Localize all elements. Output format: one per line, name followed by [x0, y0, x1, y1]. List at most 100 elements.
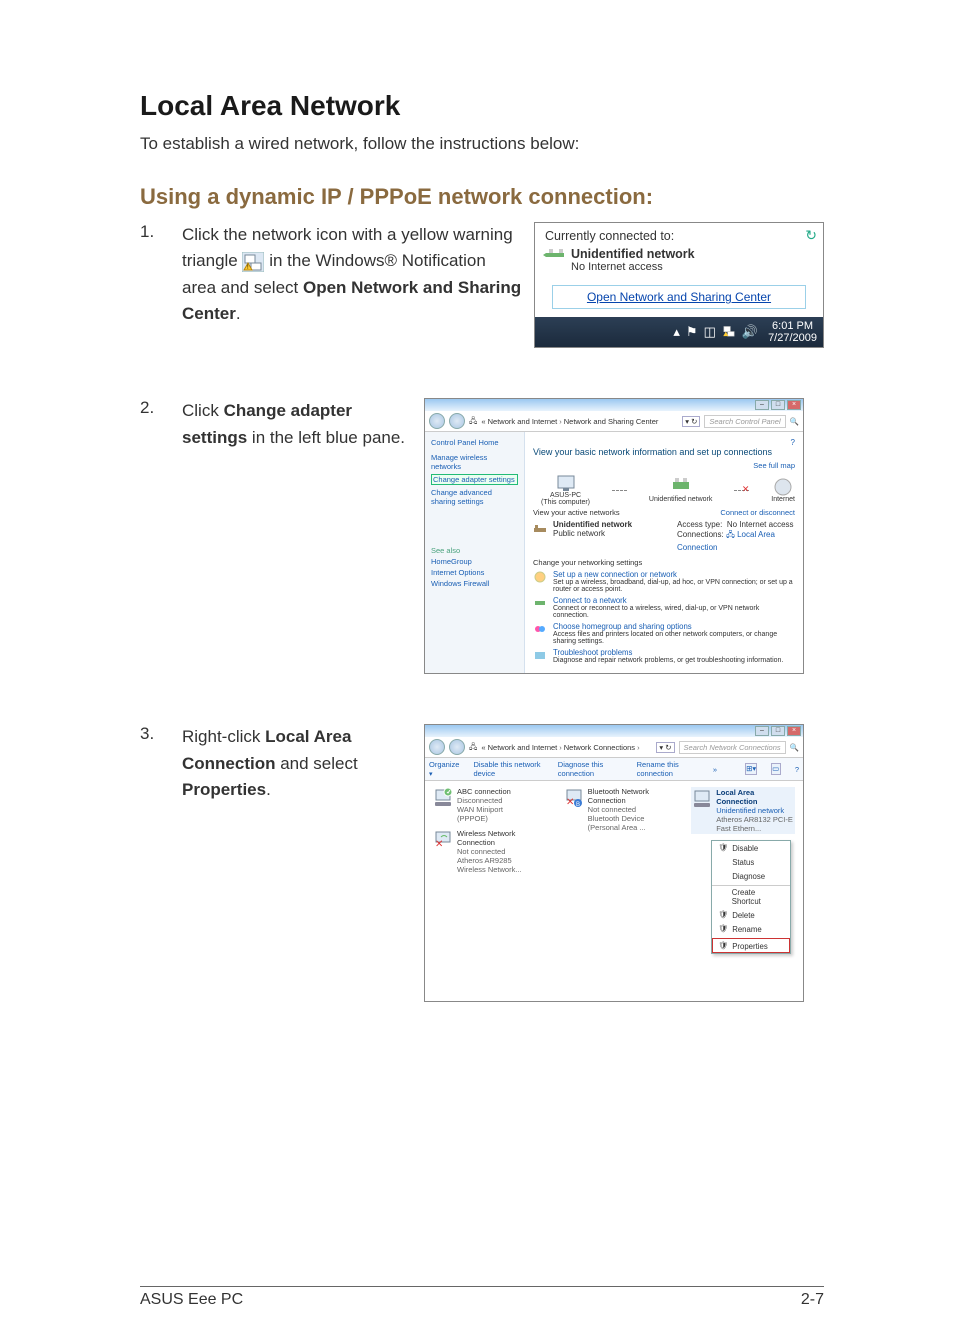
sidebar-item-windows-firewall[interactable]: Windows Firewall	[431, 579, 518, 588]
forward-button[interactable]	[449, 739, 465, 755]
change-settings-label: Change your networking settings	[533, 558, 795, 567]
wizard-icon	[533, 570, 547, 584]
rename-button[interactable]: Rename this connection	[637, 760, 699, 778]
search-input[interactable]: Search Control Panel	[704, 415, 785, 428]
step-1: 1. Click the network icon with a yellow …	[140, 222, 824, 348]
network-connections-window: – □ × 🖧 « Network and InternetNetwork Co…	[424, 724, 804, 1002]
control-panel-home[interactable]: Control Panel Home	[431, 438, 518, 447]
network-sharing-window: – □ × 🖧 « Network and InternetNetwork an…	[424, 398, 804, 674]
help-icon[interactable]: ?	[533, 438, 795, 447]
popup-network-item[interactable]: Unidentified network No Internet access	[535, 245, 823, 281]
bold-text: Properties	[182, 780, 266, 799]
breadcrumb-icon: 🖧	[469, 741, 477, 754]
step-number: 1.	[140, 222, 170, 242]
context-menu: 🛡Disable Status Diagnose Create Shortcut…	[711, 840, 791, 954]
menu-create-shortcut[interactable]: Create Shortcut	[712, 885, 790, 908]
sidebar-item-internet-options[interactable]: Internet Options	[431, 568, 518, 577]
connection-wireless[interactable]: ✕ Wireless Network ConnectionNot connect…	[433, 829, 534, 874]
search-icon[interactable]: 🔍	[790, 417, 799, 426]
svg-text:B: B	[576, 802, 580, 808]
refresh-button[interactable]: ▾ ↻	[656, 742, 674, 753]
text-part: and select	[276, 754, 358, 773]
breadcrumb-icon: 🖧	[469, 415, 477, 428]
connection-bluetooth[interactable]: ✕B Bluetooth Network ConnectionNot conne…	[564, 787, 662, 832]
diagnose-button[interactable]: Diagnose this connection	[558, 760, 623, 778]
wireless-icon: ✕	[433, 829, 453, 851]
flag-icon[interactable]: ⚑	[686, 324, 698, 341]
see-full-map-link[interactable]: See full map	[533, 461, 795, 470]
action-center-icon[interactable]: ◫	[704, 324, 716, 341]
pane-heading: View your basic network information and …	[533, 447, 795, 457]
back-button[interactable]	[429, 413, 445, 429]
network-icon	[543, 245, 565, 267]
map-node-internet[interactable]: Internet	[771, 478, 795, 503]
connection-local-area[interactable]: Local Area ConnectionUnidentified networ…	[691, 787, 795, 834]
connection-abc[interactable]: ABC connectionDisconnectedWAN Miniport (…	[433, 787, 534, 823]
help-icon[interactable]: ?	[795, 765, 799, 774]
connect-icon	[533, 596, 547, 610]
breadcrumb[interactable]: « Network and InternetNetwork Connection…	[481, 743, 652, 752]
menu-diagnose[interactable]: Diagnose	[712, 869, 790, 883]
shield-icon: 🛡	[718, 924, 728, 934]
organize-button[interactable]: Organize	[429, 760, 459, 778]
window-titlebar[interactable]: – □ ×	[425, 399, 803, 411]
map-node-pc[interactable]: ASUS-PC (This computer)	[541, 474, 590, 506]
sidebar-item-wireless[interactable]: Manage wireless networks	[431, 453, 518, 471]
forward-button[interactable]	[449, 413, 465, 429]
connect-network-link[interactable]: Connect to a networkConnect or reconnect…	[533, 596, 795, 619]
volume-icon[interactable]: 🔊	[742, 324, 758, 341]
network-warning-icon: !	[242, 252, 264, 272]
preview-button[interactable]: ▭	[771, 763, 781, 775]
chevron-up-icon[interactable]: ▴	[673, 324, 680, 341]
homegroup-icon	[533, 622, 547, 636]
network-sub: Public network	[553, 529, 671, 538]
view-button[interactable]: ⊞▾	[745, 763, 757, 775]
step-text: Right-click Local Area Connection and se…	[182, 724, 412, 803]
refresh-icon[interactable]: ↻	[805, 227, 817, 244]
menu-properties[interactable]: 🛡Properties	[712, 938, 790, 953]
setup-connection-link[interactable]: Set up a new connection or networkSet up…	[533, 570, 795, 593]
menu-status[interactable]: Status	[712, 855, 790, 869]
refresh-button[interactable]: ▾ ↻	[682, 416, 700, 427]
network-tray-icon[interactable]	[722, 324, 736, 341]
network-title: Unidentified network	[553, 520, 671, 529]
menu-rename[interactable]: 🛡Rename	[712, 922, 790, 936]
map-link	[612, 490, 627, 491]
breadcrumb[interactable]: « Network and InternetNetwork and Sharin…	[481, 417, 678, 426]
minimize-button[interactable]: –	[755, 400, 769, 410]
minimize-button[interactable]: –	[755, 726, 769, 736]
back-button[interactable]	[429, 739, 445, 755]
active-networks-label: View your active networks	[533, 508, 620, 517]
sidebar-item-adapter-settings[interactable]: Change adapter settings	[431, 474, 518, 485]
clock-date: 7/27/2009	[768, 332, 817, 344]
sidebar-item-homegroup[interactable]: HomeGroup	[431, 557, 518, 566]
close-button[interactable]: ×	[787, 400, 801, 410]
map-node-network[interactable]: Unidentified network	[649, 478, 712, 503]
address-bar[interactable]: 🖧 « Network and InternetNetwork and Shar…	[425, 411, 803, 432]
maximize-button[interactable]: □	[771, 726, 785, 736]
toolbar: Organize Disable this network device Dia…	[425, 758, 803, 781]
sidebar-item-advanced-sharing[interactable]: Change advanced sharing settings	[431, 488, 518, 506]
troubleshoot-link[interactable]: Troubleshoot problemsDiagnose and repair…	[533, 648, 795, 664]
search-input[interactable]: Search Network Connections	[679, 741, 786, 754]
window-titlebar[interactable]: – □ ×	[425, 725, 803, 737]
homegroup-link[interactable]: Choose homegroup and sharing optionsAcce…	[533, 622, 795, 645]
step-number: 3.	[140, 724, 170, 744]
tray-icons[interactable]: ▴ ⚑ ◫ 🔊	[673, 324, 758, 341]
page-title: Local Area Network	[140, 90, 824, 122]
left-pane: Control Panel Home Manage wireless netwo…	[425, 432, 525, 673]
tray-clock[interactable]: 6:01 PM 7/27/2009	[768, 320, 817, 344]
connect-disconnect-link[interactable]: Connect or disconnect	[720, 508, 795, 517]
menu-disable[interactable]: 🛡Disable	[712, 841, 790, 855]
maximize-button[interactable]: □	[771, 400, 785, 410]
search-icon[interactable]: 🔍	[790, 743, 799, 752]
disable-device-button[interactable]: Disable this network device	[473, 760, 543, 778]
section-subtitle: Using a dynamic IP / PPPoE network conne…	[140, 184, 824, 210]
open-sharing-center-link[interactable]: Open Network and Sharing Center	[552, 285, 805, 309]
close-button[interactable]: ×	[787, 726, 801, 736]
address-bar[interactable]: 🖧 « Network and InternetNetwork Connecti…	[425, 737, 803, 758]
network-title: Unidentified network	[571, 247, 813, 261]
step-text: Click the network icon with a yellow war…	[182, 222, 522, 327]
menu-delete[interactable]: 🛡Delete	[712, 908, 790, 922]
shield-icon: 🛡	[718, 941, 728, 951]
